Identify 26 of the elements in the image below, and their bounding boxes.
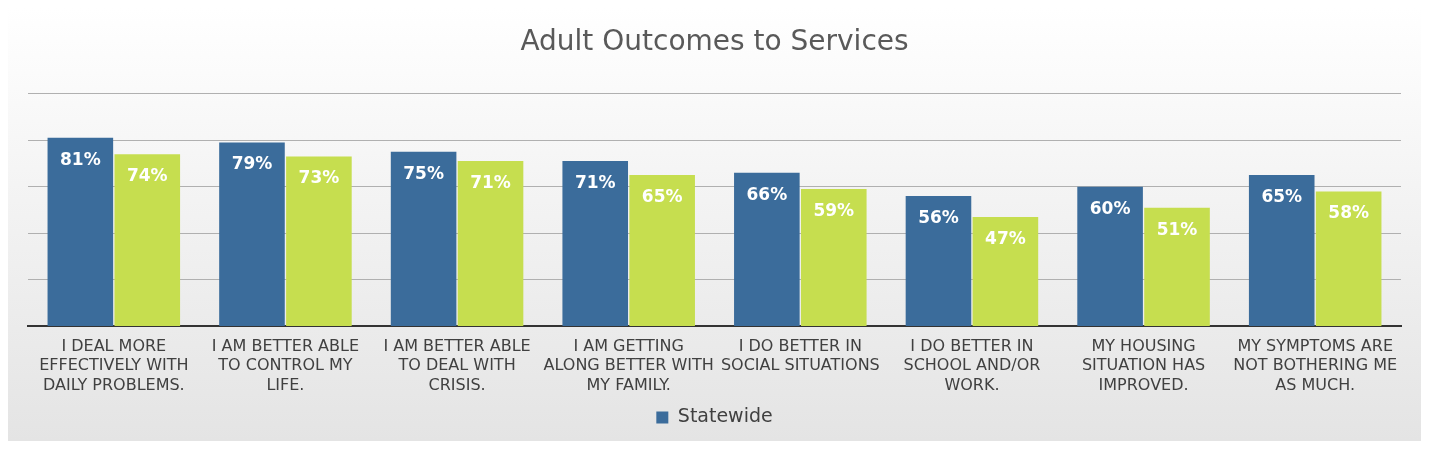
- data-label: 71%: [470, 172, 511, 193]
- data-label: 75%: [403, 162, 444, 183]
- data-label: 81%: [59, 148, 101, 169]
- data-label: 60%: [1089, 197, 1131, 218]
- data-label: 71%: [574, 172, 616, 193]
- data-label: 51%: [1156, 218, 1198, 239]
- data-label: 59%: [813, 199, 855, 220]
- x-tick-label: I AM BETTER ABLE TO CONTROL MY LIFE.: [211, 336, 360, 394]
- data-label: 65%: [641, 186, 683, 206]
- x-tick-label: I DO BETTER IN SOCIAL SITUATIONS: [720, 336, 880, 375]
- x-tick-label: MY HOUSING SITUATION HAS IMPROVED.: [1081, 336, 1206, 394]
- data-label: 56%: [918, 206, 959, 227]
- x-tick-label: I DEAL MORE EFFECTIVELY WITH DAILY PROBLEMS.: [39, 336, 189, 394]
- data-label: 66%: [746, 183, 788, 204]
- data-label: 47%: [985, 227, 1026, 248]
- chart-title: Adult Outcomes to Services: [520, 24, 909, 58]
- data-label: 58%: [1328, 202, 1370, 223]
- x-tick-label: MY SYMPTOMS ARE NOT BOTHERING ME AS MUCH.: [1233, 336, 1398, 394]
- x-tick-label: I DO BETTER IN SCHOOL AND/OR WORK.: [903, 336, 1041, 394]
- legend-label: Statewide: [677, 404, 773, 427]
- x-tick-label: I AM GETTING ALONG BETTER WITH MY FAMILY.: [543, 336, 714, 394]
- data-label: 73%: [298, 167, 340, 188]
- x-tick-label: I AM BETTER ABLE TO DEAL WITH CRISIS.: [383, 336, 531, 394]
- data-label: 79%: [231, 153, 273, 174]
- data-label: 65%: [1261, 186, 1303, 206]
- data-label: 74%: [126, 165, 168, 186]
